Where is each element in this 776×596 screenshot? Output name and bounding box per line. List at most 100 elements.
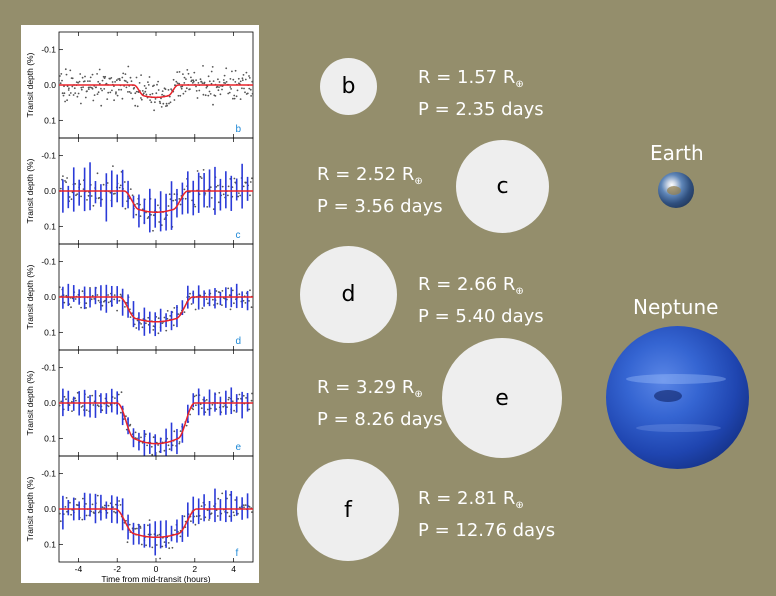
data-point bbox=[202, 93, 205, 96]
data-point bbox=[77, 81, 79, 84]
data-point bbox=[111, 89, 113, 92]
data-point bbox=[119, 504, 122, 506]
planet-b-disk: b bbox=[320, 58, 377, 115]
data-point bbox=[68, 94, 71, 96]
data-point bbox=[170, 88, 173, 90]
data-point bbox=[205, 298, 208, 301]
data-point bbox=[149, 93, 152, 96]
data-point bbox=[118, 88, 120, 91]
data-point bbox=[110, 77, 113, 79]
data-point bbox=[65, 398, 67, 401]
data-point bbox=[221, 185, 224, 188]
data-point bbox=[61, 79, 63, 82]
data-point bbox=[249, 181, 252, 183]
data-point bbox=[65, 497, 68, 499]
data-point bbox=[153, 84, 155, 87]
data-point bbox=[191, 79, 193, 82]
data-point bbox=[163, 449, 166, 452]
data-point bbox=[140, 98, 143, 101]
data-point bbox=[95, 86, 97, 89]
data-point bbox=[89, 287, 91, 289]
model-curve bbox=[59, 84, 253, 99]
data-point bbox=[97, 511, 100, 514]
data-point bbox=[173, 99, 176, 101]
data-point bbox=[207, 75, 210, 78]
data-point bbox=[195, 79, 198, 82]
planet-c-period: P = 3.56 days bbox=[317, 196, 443, 217]
data-point bbox=[113, 298, 116, 301]
data-point bbox=[157, 204, 159, 207]
planet-f-period: P = 12.76 days bbox=[418, 520, 556, 541]
data-point bbox=[152, 329, 155, 331]
data-point bbox=[74, 183, 77, 185]
data-point bbox=[62, 94, 65, 97]
data-point bbox=[248, 408, 251, 411]
data-point bbox=[200, 407, 203, 410]
data-point bbox=[109, 191, 112, 194]
data-point bbox=[208, 90, 211, 93]
data-point bbox=[201, 82, 204, 84]
data-point bbox=[155, 92, 158, 95]
data-point bbox=[224, 82, 227, 84]
data-point bbox=[185, 424, 188, 427]
data-point bbox=[117, 78, 120, 80]
data-point bbox=[195, 90, 198, 92]
data-point bbox=[80, 306, 82, 309]
data-point bbox=[149, 99, 152, 101]
planet-d-period: P = 5.40 days bbox=[418, 306, 544, 327]
data-point bbox=[165, 329, 168, 332]
data-point bbox=[221, 290, 224, 292]
data-point bbox=[147, 84, 150, 86]
data-point bbox=[245, 71, 248, 74]
data-point bbox=[131, 97, 134, 100]
data-point bbox=[62, 175, 64, 178]
data-point bbox=[130, 92, 132, 94]
data-point bbox=[68, 87, 70, 90]
data-point bbox=[188, 295, 191, 298]
data-point bbox=[87, 194, 90, 197]
data-point bbox=[238, 393, 241, 396]
y-tick-label: 0.0 bbox=[44, 80, 56, 90]
data-point bbox=[219, 93, 222, 96]
data-point bbox=[113, 510, 115, 513]
data-point bbox=[135, 327, 138, 329]
data-point bbox=[127, 91, 129, 93]
data-point bbox=[139, 527, 142, 529]
data-point bbox=[146, 444, 148, 447]
data-point bbox=[178, 82, 181, 85]
panel-label: e bbox=[236, 442, 242, 453]
earth-landmass bbox=[667, 186, 681, 195]
data-point bbox=[129, 423, 132, 426]
data-point bbox=[59, 286, 61, 289]
data-point bbox=[225, 67, 228, 70]
data-point bbox=[120, 391, 123, 394]
data-point bbox=[86, 199, 88, 201]
data-point bbox=[101, 409, 104, 412]
data-point bbox=[227, 398, 230, 401]
data-point bbox=[205, 86, 208, 89]
data-point bbox=[166, 310, 169, 312]
data-point bbox=[243, 87, 245, 90]
data-point bbox=[97, 299, 100, 302]
data-point bbox=[212, 80, 215, 82]
data-point bbox=[121, 76, 124, 79]
data-point bbox=[126, 541, 129, 544]
data-point bbox=[234, 69, 237, 72]
data-point bbox=[160, 97, 162, 100]
y-tick-label: 0.0 bbox=[44, 398, 56, 408]
data-point bbox=[232, 97, 234, 100]
data-point bbox=[199, 78, 202, 81]
y-tick-label: 0.1 bbox=[44, 539, 56, 549]
data-point bbox=[76, 193, 79, 196]
data-point bbox=[69, 501, 71, 504]
data-point bbox=[222, 405, 225, 408]
data-point bbox=[73, 87, 76, 90]
data-point bbox=[233, 97, 236, 100]
data-point bbox=[75, 194, 77, 197]
data-point bbox=[115, 79, 118, 82]
y-tick-label: 0.1 bbox=[44, 221, 56, 231]
data-point bbox=[249, 88, 252, 91]
data-point bbox=[155, 544, 158, 546]
data-point bbox=[227, 92, 230, 95]
neptune-band bbox=[626, 374, 726, 384]
